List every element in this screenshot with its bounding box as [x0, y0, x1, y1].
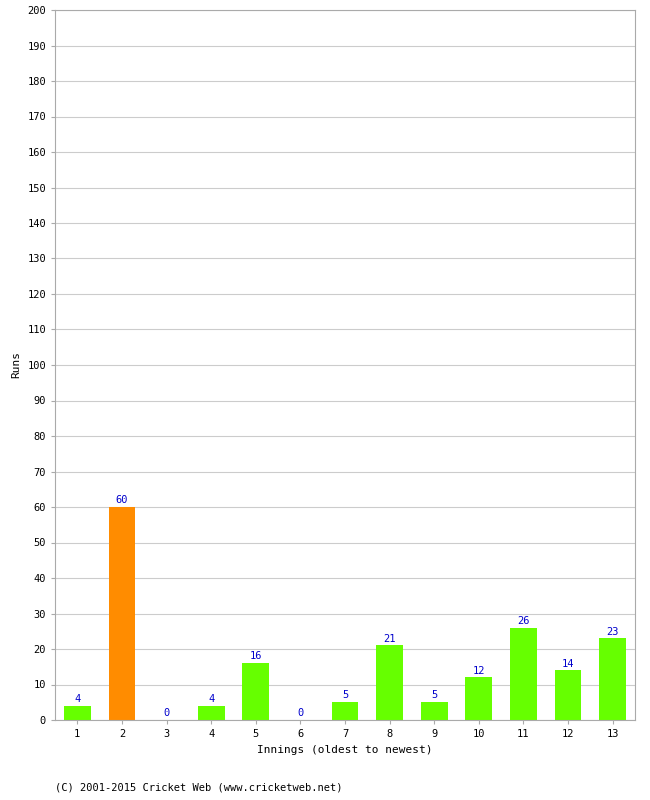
Y-axis label: Runs: Runs [12, 351, 21, 378]
X-axis label: Innings (oldest to newest): Innings (oldest to newest) [257, 745, 433, 754]
Bar [510, 628, 537, 720]
Text: 5: 5 [342, 690, 348, 701]
Bar [599, 638, 626, 720]
Text: 12: 12 [473, 666, 485, 676]
Bar [109, 507, 135, 720]
Text: 4: 4 [208, 694, 214, 704]
Bar [242, 663, 269, 720]
Text: 16: 16 [250, 651, 262, 662]
Bar [376, 646, 403, 720]
Bar [198, 706, 224, 720]
Text: 4: 4 [74, 694, 81, 704]
Text: 60: 60 [116, 495, 128, 506]
Bar [465, 678, 492, 720]
Text: 21: 21 [384, 634, 396, 644]
Bar [421, 702, 448, 720]
Text: 0: 0 [297, 708, 304, 718]
Text: (C) 2001-2015 Cricket Web (www.cricketweb.net): (C) 2001-2015 Cricket Web (www.cricketwe… [55, 782, 343, 792]
Bar [332, 702, 358, 720]
Text: 23: 23 [606, 626, 619, 637]
Text: 0: 0 [163, 708, 170, 718]
Text: 14: 14 [562, 658, 575, 669]
Bar [554, 670, 582, 720]
Text: 26: 26 [517, 616, 530, 626]
Text: 5: 5 [431, 690, 437, 701]
Bar [64, 706, 91, 720]
